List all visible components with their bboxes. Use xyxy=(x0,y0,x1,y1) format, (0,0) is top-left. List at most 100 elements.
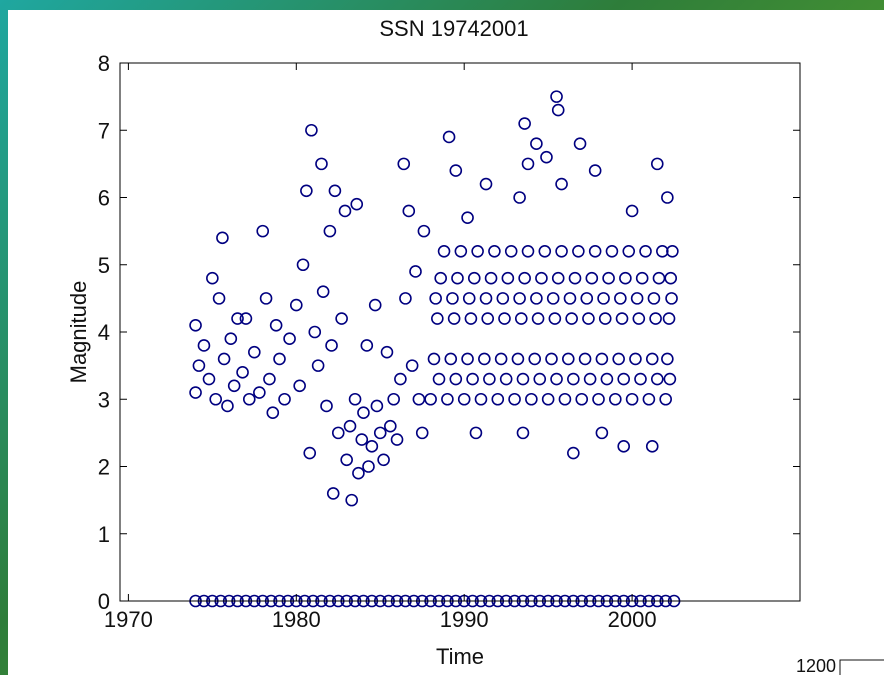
scatter-point xyxy=(656,245,669,258)
scatter-point xyxy=(355,433,369,446)
scatter-point xyxy=(278,392,291,406)
scatter-point xyxy=(530,137,543,150)
scatter-point xyxy=(635,271,649,285)
scatter-point xyxy=(545,352,558,366)
scatter-point xyxy=(437,245,451,258)
scatter-point xyxy=(479,177,493,191)
scatter-point xyxy=(629,352,642,366)
scatter-point xyxy=(189,386,202,399)
scatter-point xyxy=(595,426,609,440)
scatter-point xyxy=(605,245,619,258)
scatter-point xyxy=(516,372,530,386)
scatter-point xyxy=(484,271,498,285)
scatter-point xyxy=(662,312,676,325)
scatter-point xyxy=(501,271,515,285)
chart-title: SSN 19742001 xyxy=(379,16,528,41)
scatter-point xyxy=(650,372,664,386)
scatter-point xyxy=(572,245,585,258)
scatter-point xyxy=(447,312,461,325)
y-tick-label: 4 xyxy=(98,320,110,345)
scatter-point xyxy=(217,352,231,366)
scatter-point xyxy=(617,372,631,386)
scatter-point xyxy=(370,399,384,413)
scatter-point xyxy=(617,440,631,453)
scatter-point xyxy=(555,245,568,258)
scatter-point xyxy=(612,352,625,366)
scatter-point xyxy=(565,312,578,325)
scatter-point xyxy=(189,318,202,332)
scatter-point xyxy=(461,211,474,224)
x-axis-label: Time xyxy=(436,644,484,669)
x-tick-label: 1970 xyxy=(104,607,153,632)
y-axis-label: Magnitude xyxy=(66,281,91,384)
scatter-point xyxy=(293,379,306,393)
scatter-point xyxy=(575,392,589,406)
fragment-label: 1200 xyxy=(796,656,836,675)
scatter-point xyxy=(248,345,261,359)
scatter-point xyxy=(192,359,206,372)
scatter-point xyxy=(216,231,229,245)
scatter-point xyxy=(597,292,610,305)
scatter-point xyxy=(592,392,605,406)
scatter-point xyxy=(474,392,488,406)
scatter-point xyxy=(530,292,543,305)
scatter-point xyxy=(546,292,560,305)
scatter-point xyxy=(525,392,538,406)
scatter-point xyxy=(350,197,364,211)
scatter-point xyxy=(488,245,501,258)
scatter-point xyxy=(499,372,513,386)
scatter-point xyxy=(622,245,636,258)
scatter-point xyxy=(659,392,672,406)
scatter-point xyxy=(588,245,602,258)
scatter-point xyxy=(315,157,328,171)
scatter-point xyxy=(632,312,646,325)
scatter-point xyxy=(609,392,622,406)
scatter-point xyxy=(558,392,572,406)
y-tick-label: 7 xyxy=(98,118,110,143)
scatter-point xyxy=(625,204,639,218)
scatter-point xyxy=(642,392,656,406)
scatter-point xyxy=(224,332,238,346)
y-tick-label: 3 xyxy=(98,387,110,412)
scatter-point xyxy=(394,372,407,386)
scatter-point xyxy=(345,493,359,507)
scatter-point xyxy=(377,453,390,467)
scatter-point xyxy=(483,372,496,386)
scatter-point xyxy=(209,392,223,406)
x-tick-label: 1990 xyxy=(440,607,489,632)
scatter-point xyxy=(573,137,587,150)
scatter-point xyxy=(550,90,563,103)
scatter-point xyxy=(454,245,468,258)
y-tick-label: 1 xyxy=(98,522,110,547)
scatter-point xyxy=(550,372,563,386)
scatter-point xyxy=(256,224,270,238)
y-tick-label: 2 xyxy=(98,455,110,480)
scatter-point xyxy=(518,271,531,285)
scatter-point xyxy=(300,184,313,198)
scatter-point xyxy=(461,352,474,366)
scatter-point xyxy=(541,392,555,406)
scatter-point xyxy=(496,292,510,305)
scatter-point xyxy=(508,392,521,406)
scatter-point xyxy=(466,372,479,386)
scatter-point xyxy=(316,285,330,298)
scatter-point xyxy=(602,271,615,285)
scatter-point xyxy=(540,150,553,164)
scatter-point xyxy=(387,392,400,406)
scatter-point xyxy=(308,325,322,339)
scatter-point xyxy=(326,487,340,500)
scatter-point xyxy=(409,265,422,278)
scatter-point xyxy=(231,312,244,325)
scatter-point xyxy=(625,392,639,406)
scatter-point xyxy=(402,204,416,218)
scatter-point xyxy=(236,366,249,379)
scatter-point xyxy=(513,292,526,305)
scatter-point xyxy=(479,292,493,305)
scatter-point xyxy=(259,292,273,305)
scatter-point xyxy=(518,117,531,130)
scatter-point xyxy=(504,245,518,258)
scatter-point xyxy=(449,372,463,386)
scatter-point xyxy=(273,352,286,366)
scatter-point xyxy=(444,352,458,366)
scatter-point xyxy=(399,292,412,305)
